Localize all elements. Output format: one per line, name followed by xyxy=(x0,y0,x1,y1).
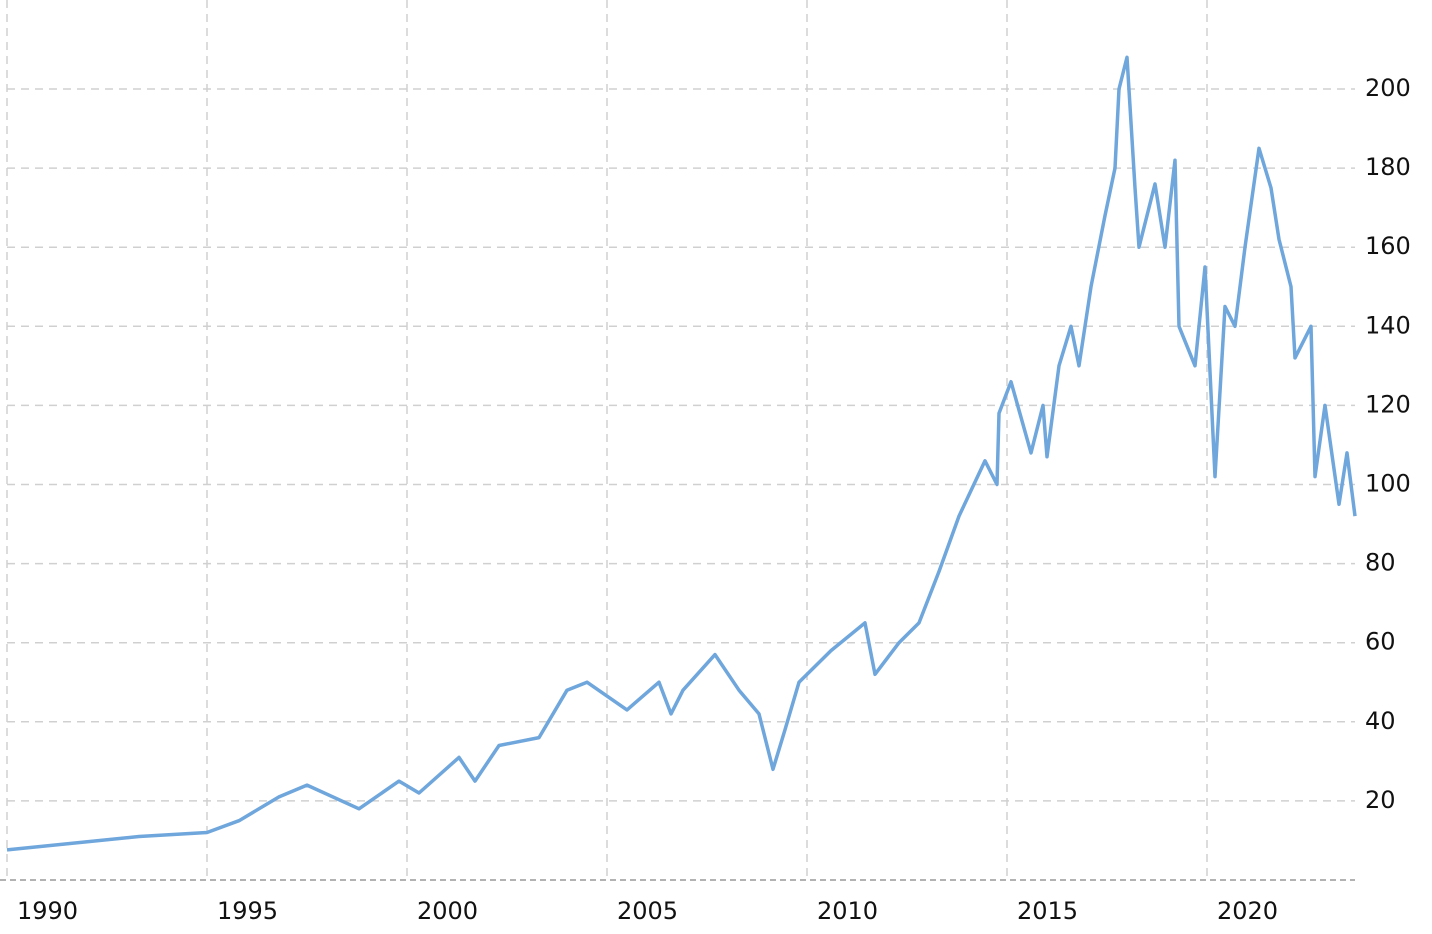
price-line xyxy=(6,55,1357,852)
x-tick-label: 1990 xyxy=(17,897,78,925)
y-tick-label: 120 xyxy=(1365,390,1411,418)
y-tick-label: 80 xyxy=(1365,549,1396,577)
y-tick-label: 160 xyxy=(1365,232,1411,260)
x-tick-label: 2020 xyxy=(1217,897,1278,925)
y-tick-label: 140 xyxy=(1365,311,1411,339)
y-tick-label: 100 xyxy=(1365,469,1411,497)
y-tick-label: 20 xyxy=(1365,786,1396,814)
y-tick-label: 40 xyxy=(1365,707,1396,735)
x-tick-label: 2010 xyxy=(817,897,878,925)
x-tick-label: 2000 xyxy=(417,897,478,925)
y-tick-label: 180 xyxy=(1365,153,1411,181)
x-tick-label: 1995 xyxy=(217,897,278,925)
x-tick-label: 2005 xyxy=(617,897,678,925)
y-tick-label: 200 xyxy=(1365,74,1411,102)
y-tick-label: 60 xyxy=(1365,628,1396,656)
x-tick-label: 2015 xyxy=(1017,897,1078,925)
